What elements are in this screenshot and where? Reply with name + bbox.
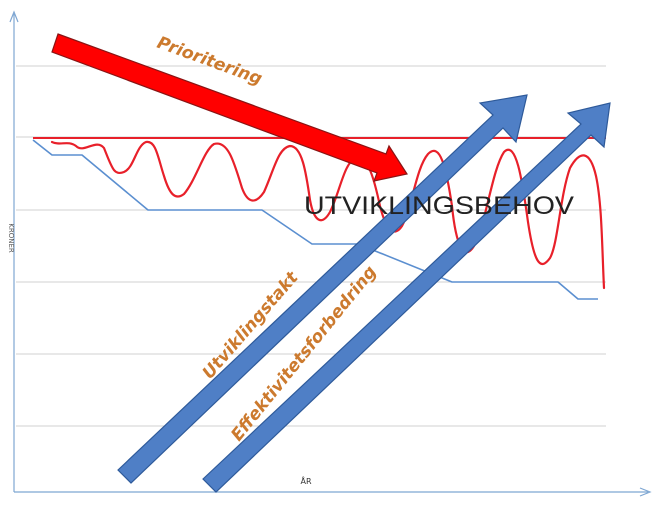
prioritering-arrow: [51, 33, 408, 182]
x-axis-arrowhead: [639, 487, 652, 497]
y-axis-arrowhead: [9, 10, 19, 23]
utviklingsbehov-label: UTVIKLINGSBEHOV: [304, 192, 574, 220]
x-axis-label: ÅR: [300, 475, 311, 486]
effektivitetsforbedring-arrow: [202, 102, 611, 493]
utviklingstakt-arrow: [117, 94, 528, 484]
development-need-wave: [50, 140, 606, 290]
resource-step-line: [32, 139, 598, 300]
y-axis-label: KRONER: [7, 223, 15, 253]
axes: [9, 10, 652, 497]
